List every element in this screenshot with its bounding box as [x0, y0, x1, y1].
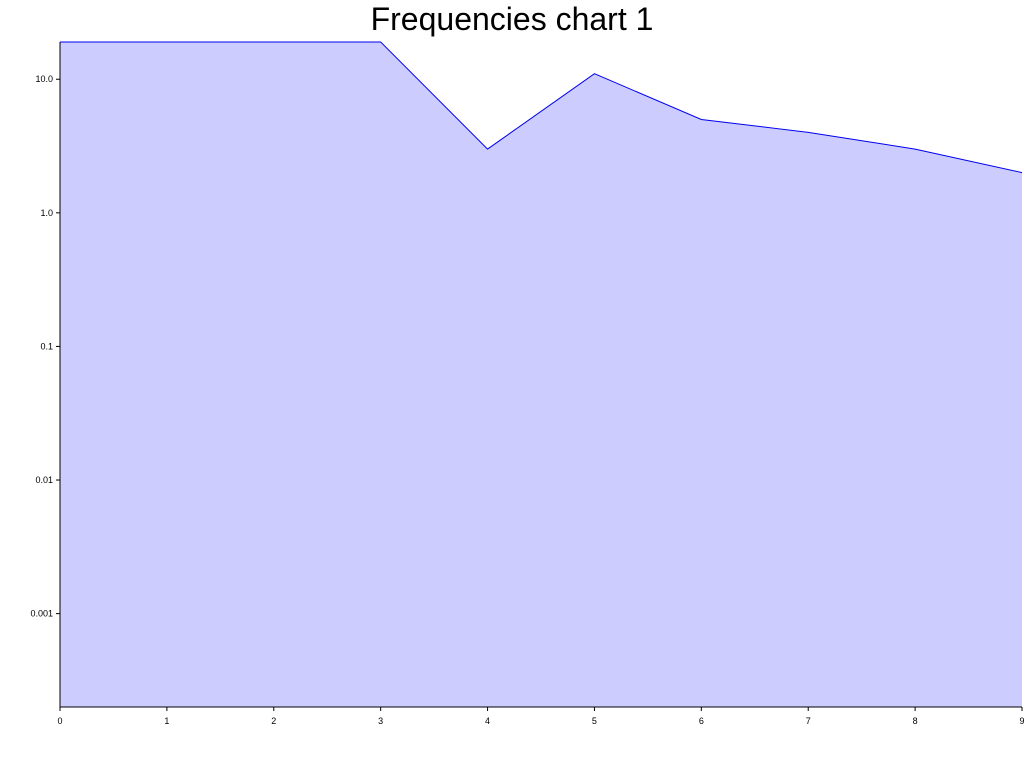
- area-fill-series-0: [60, 42, 1022, 707]
- chart-title: Frequencies chart 1: [370, 1, 654, 37]
- y-axis: 10.0 1.0 0.1 0.01 0.001: [30, 42, 61, 707]
- x-tick-label: 2: [271, 716, 276, 726]
- x-tick-label: 6: [699, 716, 704, 726]
- plot-area: [60, 41, 1023, 707]
- x-tick-label: 5: [592, 716, 597, 726]
- y-tick-label: 1.0: [40, 208, 53, 218]
- x-tick-label: 7: [806, 716, 811, 726]
- x-axis: 0 1 2 3 4 5 6 7 8 9: [57, 706, 1024, 726]
- x-tick-label: 3: [378, 716, 383, 726]
- x-tick-label: 4: [485, 716, 490, 726]
- series-line-0: [60, 41, 1023, 174]
- x-tick-label: 0: [57, 716, 62, 726]
- y-tick-label: 0.01: [35, 475, 53, 485]
- y-tick-label: 0.1: [40, 341, 53, 351]
- y-tick-label: 10.0: [35, 74, 53, 84]
- x-tick-label: 1: [164, 716, 169, 726]
- y-tick-label: 0.001: [30, 609, 53, 619]
- x-tick-label: 8: [913, 716, 918, 726]
- x-tick-label: 9: [1019, 716, 1024, 726]
